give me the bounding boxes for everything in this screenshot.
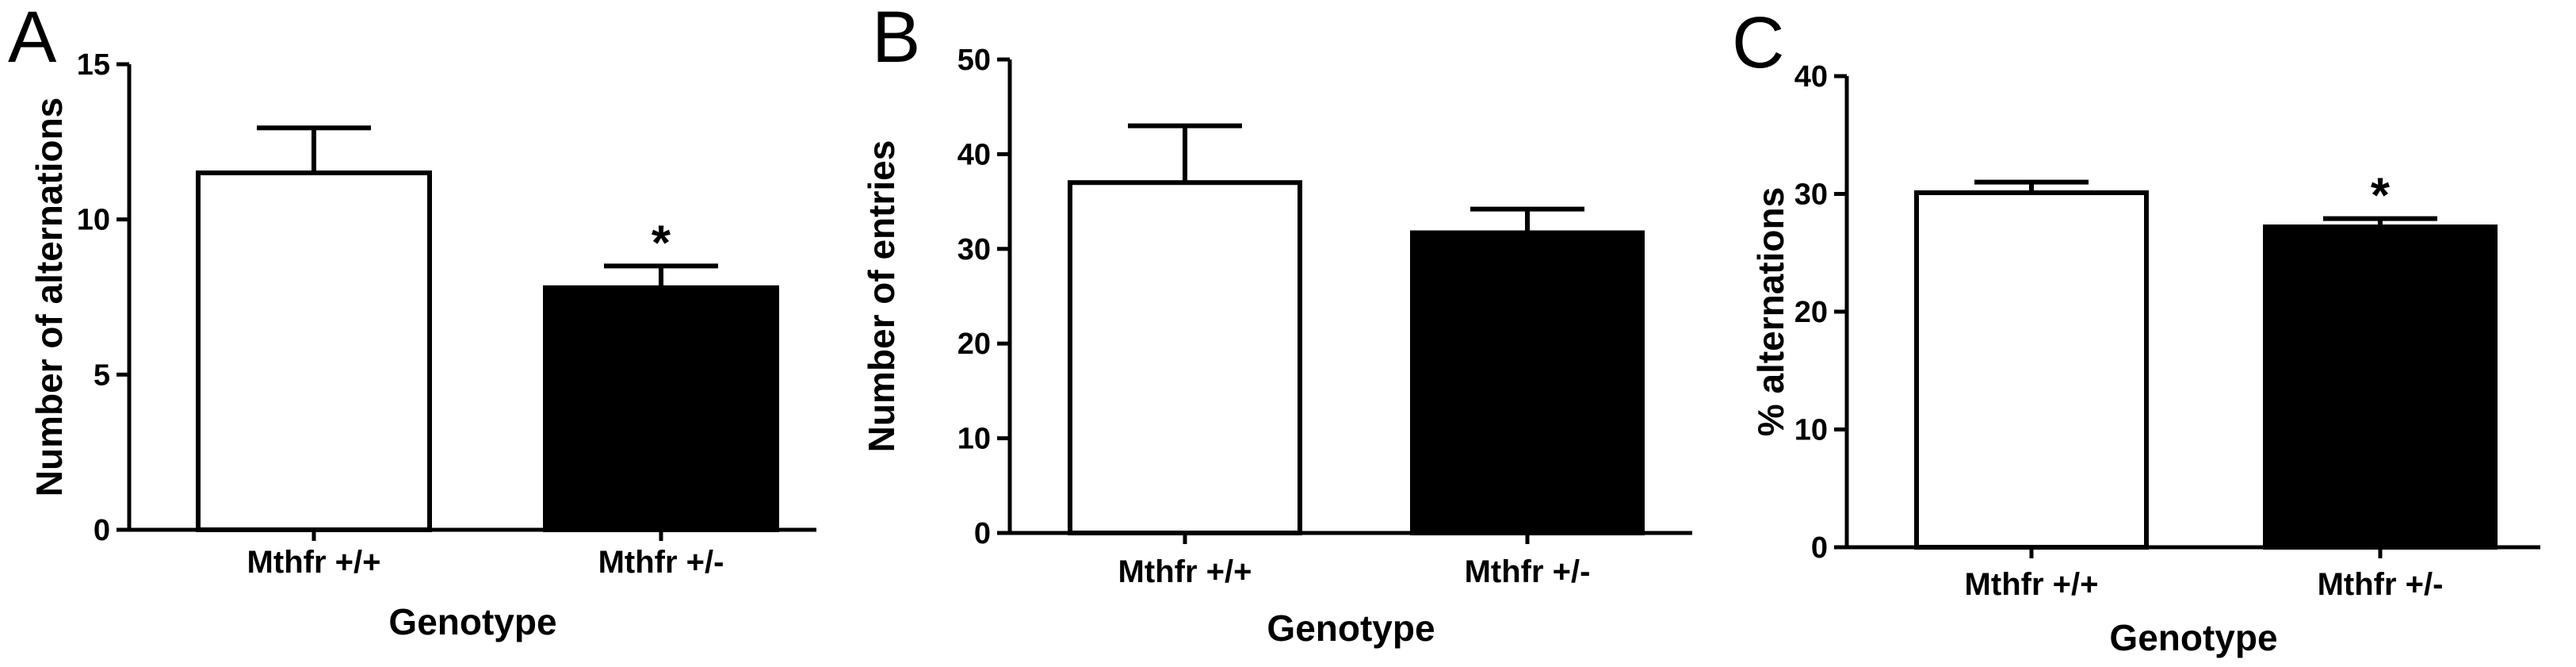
- y-axis-title: % alternations: [1750, 187, 1791, 436]
- bar-wildtype: [1068, 180, 1302, 535]
- y-tick-label: 30: [1794, 178, 1828, 212]
- bar-heterozygous: [1410, 230, 1645, 535]
- y-axis-title: Number of entries: [861, 140, 902, 453]
- category-label: Mthfr +/-: [1465, 554, 1591, 589]
- y-tick-label: 15: [77, 48, 110, 82]
- significance-marker: *: [2371, 169, 2391, 224]
- panel-a: A 0 5 10 15 Mthfr +/+ Mthfr +/- * Genotype Number…: [8, 0, 816, 642]
- panel-b: B 0 10 20 30 40 50 Mthfr +/+ Mthfr +/- Genotype Nu…: [861, 0, 1692, 649]
- y-tick-label: 40: [957, 138, 991, 171]
- bar-heterozygous: [543, 285, 779, 532]
- category-label: Mthfr +/+: [1118, 554, 1252, 589]
- category-label: Mthfr +/+: [247, 545, 381, 580]
- panel-letter-b: B: [872, 0, 920, 78]
- panel-c: C 0 10 20 30 40 Mthfr +/+ Mthfr +/- * Genotype % a…: [1732, 2, 2540, 658]
- bar-wildtype: [1914, 190, 2149, 550]
- x-axis-title: Genotype: [1267, 608, 1435, 649]
- y-tick-label: 20: [957, 328, 991, 361]
- y-tick-label: 10: [957, 423, 991, 456]
- significance-marker: *: [652, 216, 671, 270]
- y-tick-label: 10: [77, 204, 110, 237]
- y-tick-label: 0: [974, 517, 991, 550]
- y-tick-label: 0: [94, 514, 110, 547]
- y-tick-label: 30: [957, 233, 991, 266]
- x-axis-title: Genotype: [2109, 617, 2277, 658]
- category-label: Mthfr +/+: [1965, 567, 2099, 602]
- category-label: Mthfr +/-: [598, 545, 724, 580]
- category-label: Mthfr +/-: [2318, 567, 2444, 602]
- panel-letter-c: C: [1732, 2, 1784, 83]
- y-axis-title: Number of alternations: [29, 98, 70, 497]
- y-tick-label: 5: [94, 358, 110, 392]
- bar-heterozygous: [2263, 224, 2498, 550]
- y-tick-label: 10: [1794, 414, 1828, 447]
- y-tick-label: 40: [1794, 60, 1828, 94]
- y-tick-label: 50: [957, 44, 991, 77]
- x-axis-title: Genotype: [388, 601, 556, 642]
- panel-letter-a: A: [8, 0, 57, 78]
- y-tick-label: 20: [1794, 296, 1828, 329]
- y-tick-label: 0: [1811, 531, 1828, 565]
- bar-wildtype: [196, 170, 432, 532]
